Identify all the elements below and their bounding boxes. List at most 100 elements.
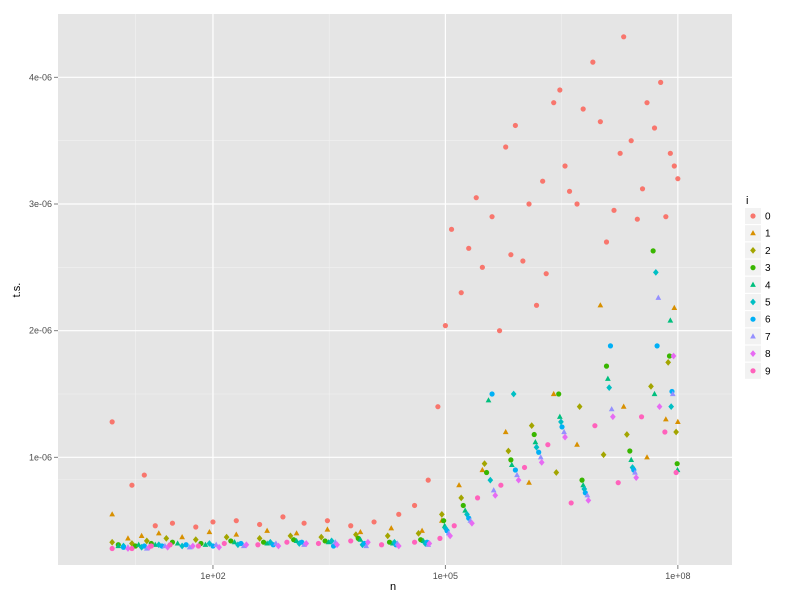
data-point [324, 526, 331, 532]
data-point [508, 461, 515, 468]
data-point [628, 456, 635, 462]
plot-panel [58, 14, 732, 565]
data-point [451, 523, 457, 529]
data-point [620, 403, 627, 409]
data-point [556, 391, 562, 397]
data-point [576, 403, 583, 411]
legend-label: 7 [765, 332, 771, 343]
data-point [210, 543, 216, 549]
data-point [662, 416, 669, 422]
legend-symbol [750, 333, 756, 339]
data-point [608, 406, 615, 412]
data-point [125, 535, 131, 541]
data-point [508, 252, 514, 258]
data-point [603, 239, 610, 245]
data-point [551, 100, 557, 106]
data-point [109, 538, 116, 546]
data-point [155, 530, 162, 536]
data-point [592, 423, 598, 429]
data-point [109, 511, 116, 517]
data-point [580, 106, 586, 112]
data-point [652, 269, 659, 276]
data-point [296, 540, 303, 547]
data-point [411, 539, 418, 545]
legend-symbol [750, 230, 756, 236]
data-point [666, 353, 673, 359]
data-point [115, 542, 122, 549]
data-point [668, 403, 675, 411]
legend-label: 3 [765, 263, 771, 274]
series-0 [109, 34, 681, 530]
axes: 1e-06 2e-06 3e-06 4e-06 1e+02 1e+05 1e+08 [29, 72, 691, 581]
data-point [611, 207, 617, 213]
data-point [561, 428, 567, 435]
x-tick-label: 1e+05 [433, 571, 458, 581]
data-point [610, 413, 616, 421]
data-point [536, 449, 542, 455]
data-point [663, 214, 669, 220]
legend-label: 4 [765, 280, 771, 291]
data-point [189, 542, 196, 550]
data-point [628, 138, 634, 144]
data-point [574, 201, 580, 207]
data-point [654, 343, 660, 349]
data-point [651, 125, 658, 131]
data-point [138, 532, 145, 538]
data-point [419, 527, 425, 533]
legend-symbol [750, 298, 756, 306]
data-point [238, 540, 244, 547]
data-point [388, 525, 395, 531]
data-point [521, 464, 528, 471]
data-point [469, 519, 475, 527]
data-point [600, 451, 607, 459]
data-point [442, 323, 449, 329]
data-point [192, 536, 199, 544]
data-point [485, 397, 492, 403]
x-axis-title: n [390, 581, 396, 593]
y-axis-title: t.s. [11, 283, 23, 298]
data-point [303, 540, 310, 547]
data-point [603, 363, 610, 369]
legend-title: i [746, 195, 748, 207]
legend-symbol [750, 350, 756, 357]
data-point [490, 487, 497, 493]
data-point [456, 482, 462, 488]
data-point [357, 536, 364, 542]
data-point [615, 480, 621, 486]
legend-symbol [750, 316, 756, 322]
data-point [538, 459, 545, 466]
data-point [167, 542, 173, 548]
data-point [348, 538, 354, 544]
data-point [617, 150, 623, 156]
data-point [658, 79, 664, 85]
data-point [531, 431, 537, 438]
data-point [526, 201, 532, 207]
data-point [135, 541, 142, 547]
data-point [213, 541, 220, 547]
data-point [545, 442, 551, 448]
data-points [109, 34, 681, 552]
data-point [233, 518, 239, 524]
data-point [426, 540, 433, 547]
data-point [520, 258, 526, 264]
legend-symbol [750, 213, 756, 219]
data-point [195, 543, 202, 549]
data-point [240, 542, 247, 549]
data-point [325, 539, 332, 545]
data-point [568, 500, 574, 506]
data-point [675, 176, 681, 182]
data-point [260, 539, 267, 545]
data-point [644, 454, 650, 460]
data-point [328, 537, 335, 545]
data-point [365, 538, 371, 546]
data-point [651, 390, 658, 397]
legend-label: 9 [765, 366, 771, 377]
data-point [280, 514, 286, 520]
data-point [585, 497, 592, 504]
data-point [487, 476, 494, 484]
data-point [648, 383, 654, 390]
data-point [597, 119, 603, 125]
data-point [183, 542, 189, 548]
data-point [627, 448, 633, 454]
data-point [580, 482, 587, 488]
